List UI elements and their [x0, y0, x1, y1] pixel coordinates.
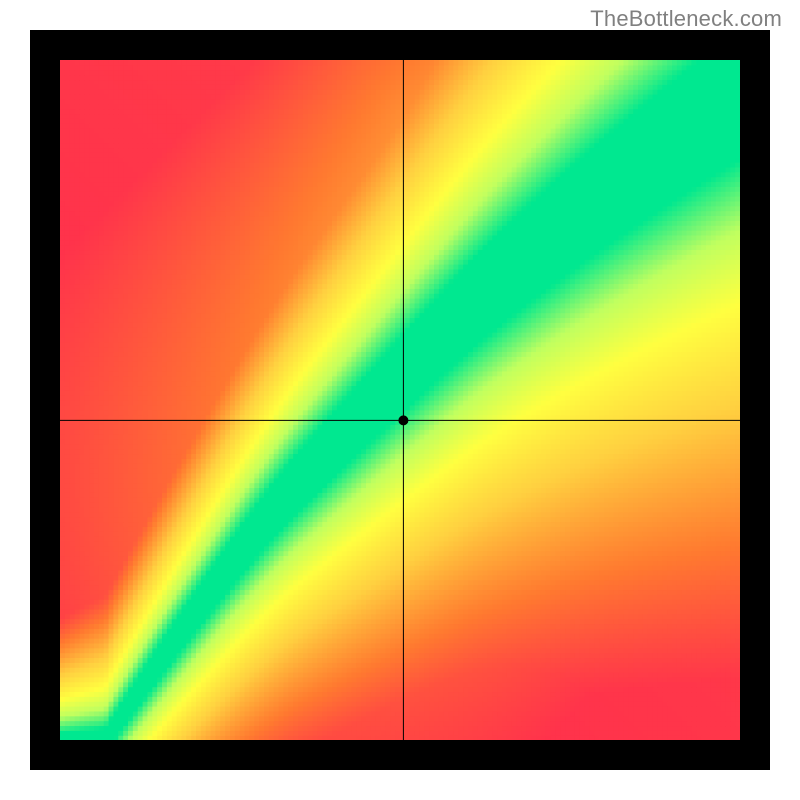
marker-dot	[398, 415, 408, 425]
chart-border	[30, 30, 770, 770]
heatmap-plot	[60, 60, 740, 740]
watermark-text: TheBottleneck.com	[590, 6, 782, 32]
heatmap-cells	[60, 60, 740, 740]
heatmap-svg	[60, 60, 740, 740]
